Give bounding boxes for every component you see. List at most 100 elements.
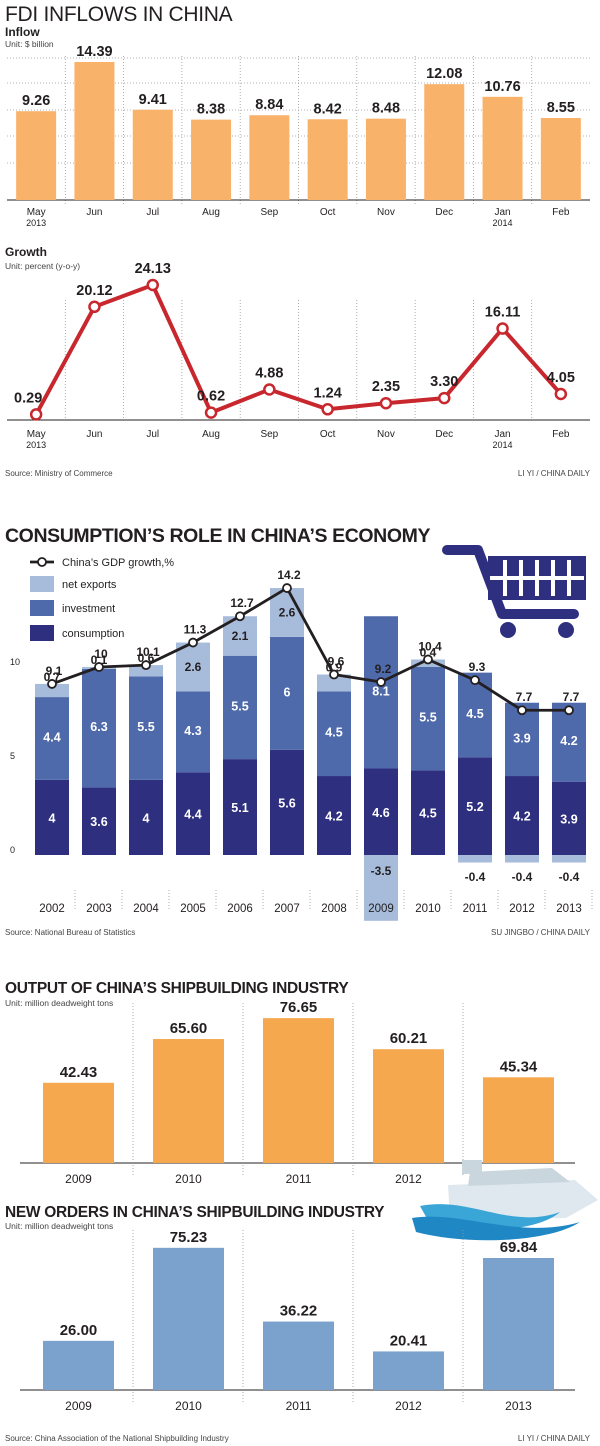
gdp-value-label: 7.7	[563, 690, 580, 704]
consumption-value-label: 4.5	[419, 807, 436, 821]
gdp-value-label: 12.7	[230, 596, 254, 610]
orders-unit: Unit: million deadweight tons	[5, 1221, 113, 1231]
inflow-value-label: 9.26	[22, 93, 50, 109]
orders-value-label: 26.00	[60, 1322, 98, 1339]
gdp-value-label: 7.7	[516, 690, 533, 704]
growth-value-label: 1.24	[314, 385, 342, 401]
growth-value-label: 24.13	[135, 261, 171, 277]
legend-swatch	[30, 576, 54, 592]
consumption-value-label: 4	[49, 811, 56, 825]
growth-point	[379, 396, 393, 410]
consumption-year-label: 2005	[180, 903, 206, 915]
net-exports-value-label: -3.5	[371, 864, 392, 878]
output-value-label: 76.65	[280, 999, 318, 1016]
orders-year-label: 2012	[395, 1399, 422, 1413]
growth-point	[321, 403, 334, 416]
investment-bar	[223, 655, 257, 760]
investment-value-label: 4.5	[325, 726, 342, 740]
orders-bar	[153, 1247, 224, 1390]
legend-label: net exports	[62, 579, 117, 591]
inflow-month-label: Jan	[494, 207, 510, 218]
investment-bar	[317, 691, 351, 777]
fdi-credit: LI YI / CHINA DAILY	[518, 469, 591, 478]
consumption-bar	[176, 772, 210, 855]
net-exports-bar	[317, 674, 351, 692]
output-bar	[373, 1049, 444, 1163]
gdp-value-label: 9.2	[375, 662, 392, 676]
net-exports-bar	[552, 855, 586, 863]
inflow-month-label: Feb	[552, 207, 570, 218]
fdi-title: FDI INFLOWS IN CHINA	[5, 3, 233, 26]
inflow-value-label: 14.39	[76, 44, 112, 60]
inflow-title: Inflow	[5, 25, 40, 39]
investment-value-label: 5.5	[231, 699, 248, 713]
inflow-bar	[365, 118, 406, 200]
consumption-source: Source: National Bureau of Statistics	[5, 928, 135, 937]
inflow-value-label: 8.84	[255, 97, 283, 113]
inflow-bar	[307, 119, 348, 200]
investment-value-label: 3.9	[513, 731, 530, 745]
orders-value-label: 36.22	[280, 1303, 318, 1320]
consumption-value-label: 4.2	[513, 810, 530, 824]
orders-value-label: 69.84	[500, 1239, 538, 1256]
investment-bar	[35, 697, 69, 780]
net-exports-value-label: -0.4	[465, 870, 486, 884]
gdp-point	[470, 675, 480, 686]
consumption-bar	[35, 779, 69, 855]
inflow-bar	[16, 111, 57, 200]
output-bar	[43, 1082, 114, 1163]
inflow-month-label: Jun	[86, 207, 102, 218]
net-exports-value-label: 0.7	[44, 670, 61, 684]
legend-swatch	[30, 600, 54, 616]
growth-value-label: 2.35	[372, 379, 400, 395]
output-value-label: 42.43	[60, 1064, 98, 1081]
inflow-value-label: 8.42	[314, 101, 342, 117]
inflow-value-label: 9.41	[139, 92, 167, 108]
consumption-year-label: 2007	[274, 903, 300, 915]
output-chart: 42.43 2009 65.60 2010 76.65 2011 60.21 2012 45.3…	[20, 999, 575, 1186]
gdp-value-label: 10.4	[418, 639, 442, 653]
net-exports-bar	[176, 642, 210, 692]
ship-credit: LI YI / CHINA DAILY	[518, 1434, 591, 1443]
gdp-value-label: 10	[94, 647, 108, 661]
consumption-value-label: 5.2	[466, 800, 483, 814]
gdp-value-label: 9.1	[46, 664, 63, 678]
net-exports-bar	[129, 665, 163, 677]
growth-point	[554, 387, 568, 401]
investment-bar	[82, 668, 116, 788]
growth-point	[146, 278, 159, 292]
consumption-bar	[129, 779, 163, 855]
orders-year-label: 2013	[505, 1399, 532, 1413]
consumption-legend: China’s GDP growth,% net exports investmen…	[30, 557, 174, 641]
growth-value-label: 0.29	[14, 390, 42, 406]
net-exports-bar	[458, 855, 492, 863]
gdp-point	[141, 660, 151, 671]
net-exports-bar	[505, 855, 539, 863]
growth-point	[496, 322, 509, 335]
inflow-month-label: Jul	[146, 207, 159, 218]
investment-bar	[411, 667, 445, 771]
consumption-credit: SU JINGBO / CHINA DAILY	[491, 928, 591, 937]
shopping-cart-icon	[442, 545, 586, 638]
net-exports-value-label: 2.1	[232, 629, 249, 643]
inflow-month-label: Oct	[320, 207, 336, 218]
inflow-year-label: 2014	[493, 218, 513, 228]
investment-value-label: 6	[284, 685, 291, 699]
growth-point	[29, 408, 43, 421]
growth-point	[263, 383, 276, 396]
consumption-year-label: 2012	[509, 903, 535, 915]
growth-point	[438, 391, 451, 405]
consumption-value-label: 5.6	[278, 796, 295, 810]
consumption-year-label: 2003	[86, 903, 112, 915]
growth-value-label: 4.88	[255, 366, 283, 382]
gdp-point	[47, 679, 57, 689]
consumption-year-label: 2009	[368, 903, 394, 915]
inflow-month-label: Sep	[260, 207, 278, 218]
gdp-value-label: 14.2	[277, 568, 301, 582]
inflow-value-label: 12.08	[426, 66, 462, 82]
consumption-year-label: 2011	[463, 903, 488, 915]
inflow-value-label: 8.55	[547, 100, 575, 116]
growth-point	[204, 406, 218, 419]
investment-value-label: 4.2	[560, 734, 577, 748]
orders-year-label: 2011	[286, 1399, 312, 1413]
